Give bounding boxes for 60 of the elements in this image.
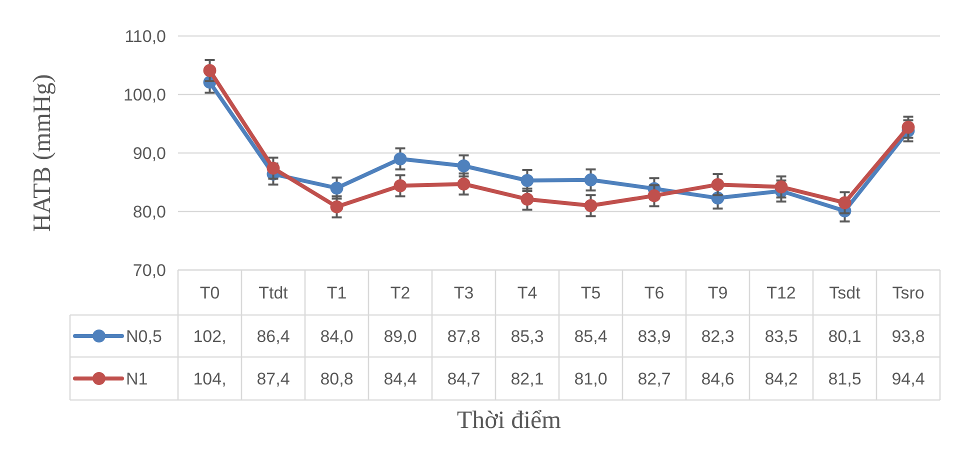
y-tick-label: 70,0 [132,260,166,280]
x-tick-label: T9 [708,283,728,302]
point [774,180,788,194]
point [648,189,661,202]
data-label: 85,4 [574,326,608,346]
data-label: 80,8 [320,369,354,388]
data-label: 80,1 [828,326,862,346]
x-tick-label: T2 [390,283,410,302]
x-tick-label: T0 [200,283,220,302]
x-tick-label: T5 [580,283,601,302]
data-label: 87,8 [447,326,480,346]
point [394,179,407,192]
point [520,174,534,187]
point [584,173,598,186]
data-label: 104, [193,369,226,388]
y-tick-label: 110,0 [124,26,166,46]
data-label: 94,4 [892,369,925,388]
x-axis-title: Thời điểm [456,407,562,434]
data-label: 82,1 [510,369,544,388]
x-tick-label: Tsro [892,283,924,302]
legend-label: N0,5 [126,326,162,346]
x-tick-label: Ttdt [258,283,288,302]
data-label: 84,4 [384,369,417,388]
point [457,178,470,191]
x-tick-label: T6 [644,283,664,302]
data-label: 84,7 [447,369,480,388]
data-label: 84,0 [320,326,354,346]
data-label: 82,3 [701,326,734,346]
point [838,196,852,210]
y-axis-title: HATB (mmHg) [29,74,56,232]
data-label: 84,2 [764,369,798,388]
x-tick-label: T3 [454,283,474,302]
data-label: 87,4 [256,369,290,388]
data-label: 82,7 [638,369,671,388]
point [520,192,534,206]
point [711,178,724,192]
data-label: 81,0 [574,369,608,388]
data-label: 85,3 [510,326,544,346]
data-label: 102, [193,326,226,346]
point [266,162,280,175]
data-label: 86,4 [256,326,290,346]
legend-label: N1 [126,369,148,388]
data-label: 81,5 [828,369,862,388]
y-tick-label: 80,0 [132,202,166,222]
point [330,182,344,195]
data-label: 83,9 [638,326,671,346]
data-label: 83,5 [764,326,798,346]
data-label: 93,8 [892,326,925,346]
data-label: 84,6 [701,369,734,388]
point [584,199,598,212]
point [330,200,344,214]
point [203,64,216,78]
x-tick-label: T12 [766,283,796,302]
y-tick-label: 100,0 [123,85,166,104]
y-tick-label: 90,0 [132,144,166,163]
data-label: 89,0 [384,326,417,346]
x-tick-label: T4 [517,283,538,302]
x-tick-label: T1 [326,283,347,302]
x-tick-label: Tsdt [829,283,861,302]
point [394,152,407,166]
